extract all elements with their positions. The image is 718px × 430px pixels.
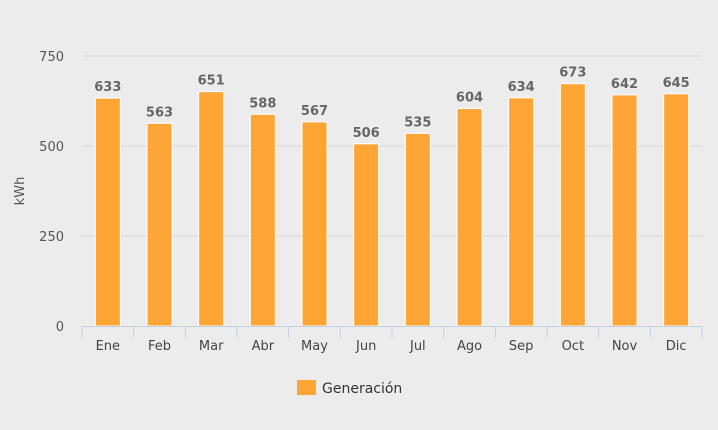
x-tick-label: Oct: [562, 339, 584, 354]
data-label: 634: [508, 80, 535, 95]
bar: [301, 121, 328, 327]
bar: [94, 97, 121, 327]
bar: [353, 143, 380, 327]
data-label: 535: [404, 115, 431, 130]
data-label: 567: [301, 104, 328, 119]
x-tick-label: Ene: [96, 339, 120, 354]
data-label: 563: [146, 105, 173, 120]
bar: [611, 94, 638, 327]
y-axis-ticks: 0 250 500 750: [39, 50, 64, 335]
bars: 633 563 651 588 567 506 535 604 634 673 642 645: [94, 66, 690, 327]
data-label: 651: [198, 74, 225, 89]
bar: [508, 97, 535, 327]
data-label: 506: [353, 126, 380, 141]
gridlines: [82, 55, 702, 237]
x-tick-label: May: [301, 339, 328, 354]
legend-label: Generación: [322, 381, 402, 397]
bar: [198, 91, 225, 327]
bar: [146, 122, 173, 327]
x-tick-label: Jul: [409, 339, 426, 354]
data-label: 588: [249, 96, 276, 111]
x-tick-label: Ago: [457, 339, 482, 354]
x-tick-label: Sep: [509, 339, 534, 354]
bar: [456, 108, 483, 327]
y-axis-label: kWh: [13, 177, 28, 206]
data-label: 645: [663, 76, 690, 91]
data-label: 633: [94, 80, 121, 95]
bar: [559, 83, 586, 327]
y-tick-label: 500: [39, 140, 64, 155]
x-tick-label: Mar: [199, 339, 224, 354]
y-tick-label: 0: [56, 320, 64, 335]
x-tick-label: Abr: [252, 339, 275, 354]
bar: [404, 132, 431, 327]
x-tick-label: Feb: [148, 339, 171, 354]
x-tick-label: Dic: [666, 339, 687, 354]
legend-swatch: [297, 380, 316, 395]
data-label: 604: [456, 91, 483, 106]
legend-item[interactable]: Generación: [297, 380, 402, 397]
bar: [249, 113, 276, 327]
x-tick-label: Nov: [612, 339, 638, 354]
y-tick-label: 250: [39, 230, 64, 245]
data-label: 642: [611, 77, 638, 92]
data-label: 673: [559, 66, 586, 81]
x-tick-label: Jun: [355, 339, 376, 354]
x-axis: Ene Feb Mar Abr May Jun Jul Ago Sep Oct Nov Dic: [81, 326, 703, 354]
bar: [663, 93, 690, 327]
y-tick-label: 750: [39, 50, 64, 65]
